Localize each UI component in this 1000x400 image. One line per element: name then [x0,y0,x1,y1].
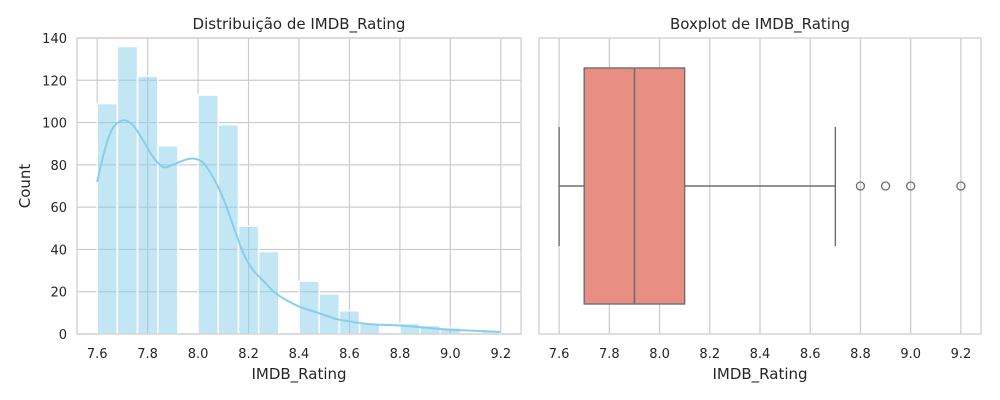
histogram-bar [197,94,220,335]
histogram-bar [116,45,139,335]
outlier-point [906,181,916,191]
histogram-x-label: IMDB_Rating [251,365,346,384]
y-tick-label: 120 [42,74,67,89]
histogram-bar [156,145,179,335]
histogram-bar [237,225,260,335]
outlier-point [855,181,866,191]
x-tick-label: 7.8 [137,347,158,362]
outlier-point [956,181,966,191]
y-tick-label: 100 [42,117,67,132]
x-tick-label: 8.2 [699,347,720,362]
y-tick-label: 60 [50,201,67,216]
histogram-x-ticks: 7.6 7.8 8.0 8.2 8.4 8.6 8.8 9.0 9.2 [87,347,511,362]
boxplot-frame [538,37,982,335]
y-tick-label: 40 [50,243,67,258]
x-tick-label: 8.2 [238,347,259,362]
boxplot-x-label: IMDB_Rating [712,365,807,384]
histogram-panel: Distribuição de IMDB_Rating 7.6 7.8 8.0 8.2… [16,15,522,384]
y-tick-label: 20 [50,286,67,301]
x-tick-label: 8.8 [850,347,871,362]
x-tick-label: 9.2 [490,347,511,362]
x-tick-label: 7.6 [549,347,570,362]
x-tick-label: 8.0 [649,347,670,362]
x-tick-label: 7.6 [87,347,108,362]
histogram-bar [96,102,119,335]
x-tick-label: 8.0 [188,347,209,362]
x-tick-label: 9.0 [440,347,461,362]
x-tick-label: 9.0 [900,347,921,362]
boxplot-body [558,67,966,305]
outlier-point [880,181,891,191]
histogram-title: Distribuição de IMDB_Rating [193,15,406,34]
histogram-bar [136,75,159,335]
x-tick-label: 7.8 [599,347,620,362]
y-tick-label: 80 [50,159,67,174]
x-tick-label: 8.6 [800,347,821,362]
y-tick-label: 0 [59,328,67,343]
x-tick-label: 9.2 [951,347,972,362]
x-tick-label: 8.6 [339,347,360,362]
kde-curve [96,119,501,333]
histogram-y-label: Count [16,164,34,209]
x-tick-label: 8.4 [289,347,310,362]
boxplot-panel: Boxplot de IMDB_Rating 7.6 7.8 8.0 8.2 8.4 8.… [538,15,982,384]
histogram-y-ticks: 0 20 40 60 80 100 120 140 [42,32,67,343]
x-tick-label: 8.4 [750,347,771,362]
boxplot-title: Boxplot de IMDB_Rating [670,15,850,34]
x-tick-label: 8.8 [390,347,411,362]
y-tick-label: 140 [42,32,67,47]
histogram-frame [76,37,522,335]
boxplot-x-ticks: 7.6 7.8 8.0 8.2 8.4 8.6 8.8 9.0 9.2 [549,347,972,362]
